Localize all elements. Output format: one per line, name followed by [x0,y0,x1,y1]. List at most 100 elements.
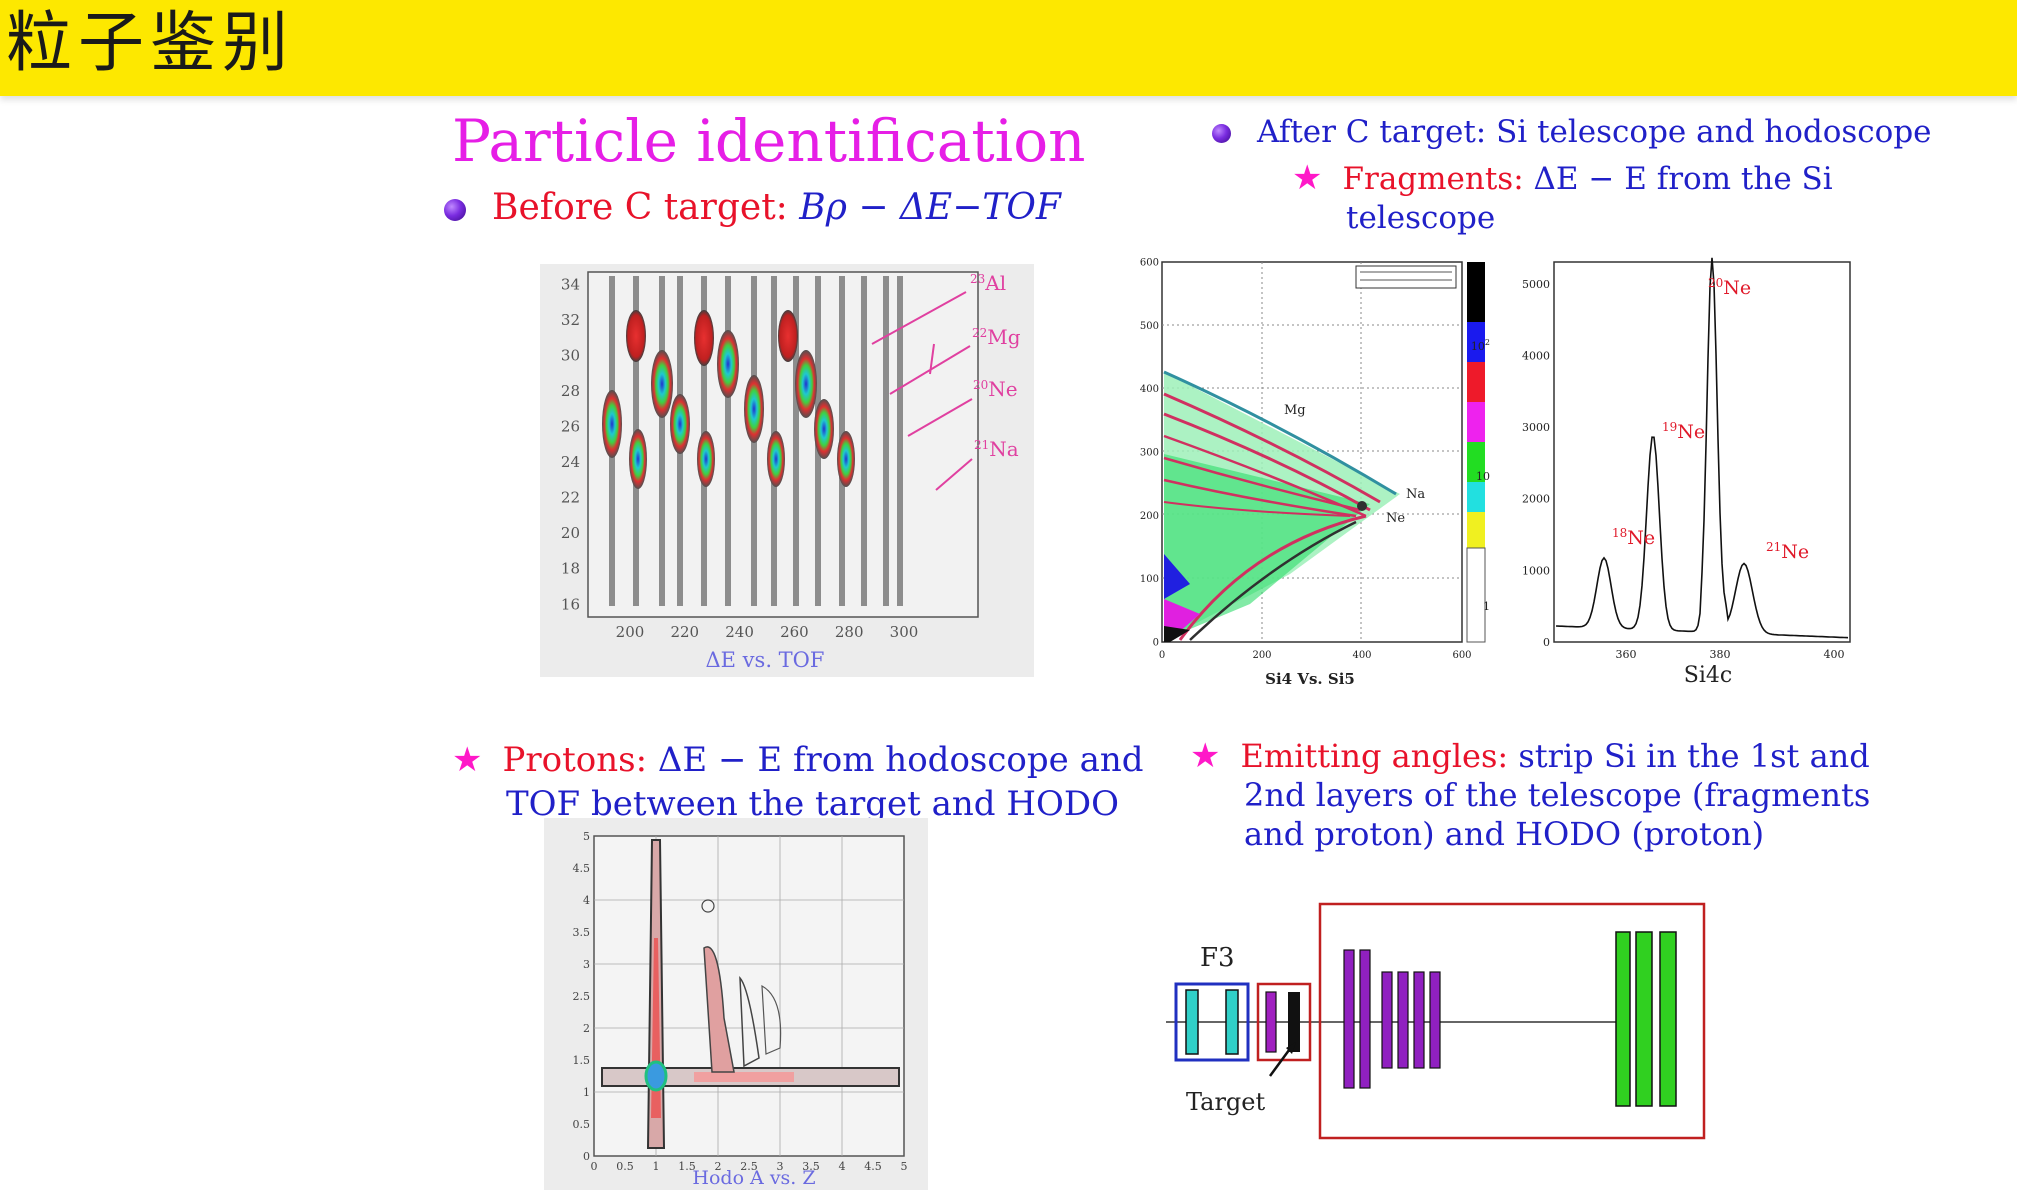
hodoscope-bar [1659,931,1677,1107]
tick-label: 5000 [1522,278,1550,291]
tick-label: 300 [890,623,919,641]
scale-mid-label: 10 [1476,470,1490,483]
si-plot-panel: Mg Na Ne 600 500 400 300 200 100 0 0 200 400 600 … [1130,254,1490,694]
peak-21ne-label: 21Ne [1766,540,1809,563]
spectrum-y-ticks: 5000 4000 3000 2000 1000 0 [1522,278,1550,649]
tick-label: 5 [583,830,590,843]
tick-label: 0 [583,1150,590,1163]
fragments-text1: from the Si [1656,161,1833,197]
protons-formula: ΔE − E [657,740,783,780]
tick-label: 22 [561,489,580,507]
si-x-ticks: 0 200 400 600 [1159,650,1472,661]
isotope-mg-label: 22Mg [972,325,1021,349]
angles-text1: strip Si in the 1st and [1518,737,1870,775]
setup-svg: F3 Target [1166,902,1706,1140]
si-label-mg: Mg [1284,403,1306,418]
tick-label: 4.5 [573,862,591,875]
star-icon: ★ [1190,736,1221,776]
tick-label: 0.5 [616,1160,634,1173]
tick-label: 200 [1140,511,1159,522]
tick-label: 100 [1140,574,1159,585]
header-bar: 粒子鉴别 [0,0,2017,96]
angles-text2: 2nd layers of the telescope (fragments [1244,776,1871,814]
tof-stripe [897,276,903,606]
tick-label: 360 [1616,648,1637,661]
tick-label: 2000 [1522,493,1550,506]
tof-caption: ΔE vs. TOF [706,648,825,672]
tick-label: 4.5 [864,1160,882,1173]
tick-label: 2 [715,1160,722,1173]
tick-label: 3.5 [573,926,591,939]
after-text: After C target: Si telescope and hodosco… [1257,114,1932,150]
spectrum-plot-panel: 5000 4000 3000 2000 1000 0 360 380 400 20Ne 19N… [1500,254,1865,694]
tof-blob [795,350,817,418]
before-formula: Bρ − ΔE−TOF [799,187,1061,228]
tick-label: 1.5 [573,1054,591,1067]
tof-x-ticks: 200 220 240 260 280 300 [616,623,919,641]
angles-label: Emitting angles: [1240,737,1509,775]
spectrum-x-ticks: 360 380 400 [1616,648,1845,661]
tick-label: 220 [670,623,699,641]
tick-label: 5 [901,1160,908,1173]
tick-label: 3 [583,958,590,971]
tick-label: 280 [835,623,864,641]
pointer-line [935,458,973,491]
pointer-line [907,398,973,437]
tick-label: 3 [777,1160,784,1173]
tick-label: 0 [591,1160,598,1173]
before-target-line: Before C target: Bρ − ΔE−TOF [444,186,1061,230]
page-title: 粒子鉴别 [6,4,294,81]
tof-y-ticks: 34 32 30 28 26 24 22 20 18 16 [561,275,580,613]
tof-blob [626,310,646,362]
tick-label: 0 [1543,636,1550,649]
tick-label: 4000 [1522,349,1550,362]
protons-label: Protons: [502,740,648,780]
tick-label: 600 [1452,650,1471,661]
tick-label: 2.5 [573,990,591,1003]
tick-label: 1000 [1522,564,1550,577]
si-color-scale [1466,262,1486,643]
tick-label: 16 [561,595,580,613]
tof-blob [837,431,855,487]
tick-label: 30 [561,346,580,364]
si-stats-box [1355,265,1457,289]
tof-blob [697,431,715,487]
peak-18ne-label: 18Ne [1612,526,1655,549]
isotope-na-label: 21Na [974,437,1019,461]
tick-label: 0.5 [573,1118,591,1131]
tick-label: 380 [1710,648,1731,661]
fragments-text2: telescope [1346,200,1496,236]
telescope-box [1318,902,1706,1140]
hodo-contours [601,839,900,1149]
tick-label: 4 [583,894,590,907]
bullet-dot-icon [444,199,466,221]
tick-label: 20 [561,524,580,542]
tick-label: 260 [780,623,809,641]
scale-low-label: 1 [1483,600,1490,613]
hodo-frame [593,835,905,1157]
tof-blobs [602,310,855,489]
tick-label: 400 [1140,384,1159,395]
tof-blob [629,429,647,489]
hodoscope-bar [1635,931,1653,1107]
si-caption: Si4 Vs. Si5 [1265,670,1355,688]
hodo-y-ticks: 5 4.5 4 3.5 3 2.5 2 1.5 1 0.5 0 [573,830,591,1163]
fragments-formula: ΔE − E [1533,161,1647,197]
target-arrow [1268,1045,1294,1077]
target-box [1256,982,1312,1062]
si-label-ne: Ne [1386,511,1405,526]
tick-label: 28 [561,382,580,400]
tick-label: 2.5 [740,1160,758,1173]
tof-stripe [793,276,799,606]
tick-label: 26 [561,417,580,435]
hodo-x-ticks: 0 0.5 1 1.5 2 2.5 3 3.5 4 4.5 5 [591,1160,908,1173]
tof-blob [814,399,834,459]
tick-label: 240 [725,623,754,641]
target-label: Target [1186,1088,1265,1116]
hodoscope-bar [1615,931,1631,1107]
tof-blob [651,350,673,418]
si-bands [1163,370,1400,642]
tick-label: 400 [1352,650,1371,661]
